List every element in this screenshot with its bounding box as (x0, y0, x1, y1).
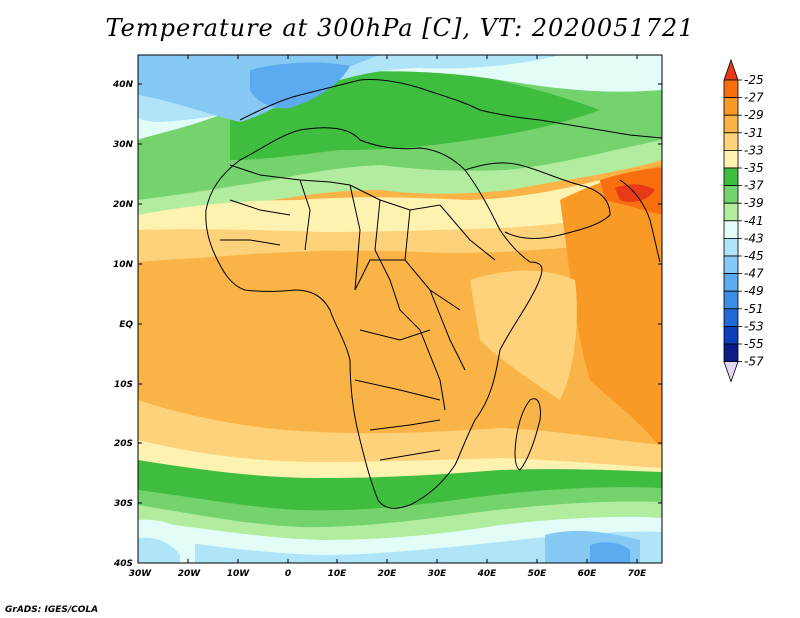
colorbar-swatch (723, 273, 739, 292)
colorbar-swatch (723, 237, 739, 257)
colorbar-label: -27 (744, 91, 764, 105)
lon-axis: 30W 20W 10W 0 10E 20E 30E 40E 50E 60E 70… (129, 55, 647, 579)
colorbar-label: -29 (744, 108, 764, 122)
band-minus-45-south (138, 531, 662, 563)
europe-coastline (239, 79, 662, 139)
lat-tick-30s: 30S (114, 499, 133, 509)
colorbar-label: -53 (744, 319, 764, 333)
band-minus-29-east (560, 165, 662, 450)
lon-tick-10e: 10E (328, 569, 348, 579)
band-minus-43-sw (138, 537, 180, 563)
colorbar-label: -37 (744, 179, 764, 193)
colorbar-swatch (723, 290, 739, 310)
colorbar-swatch (723, 167, 739, 187)
colorbar-label: -41 (744, 214, 764, 228)
colorbar-swatch (723, 114, 739, 134)
band-minus-33-east (470, 270, 577, 400)
lon-tick-20w: 20W (178, 569, 202, 579)
lon-tick-50e: 50E (528, 569, 548, 579)
lon-tick-10w: 10W (227, 569, 251, 579)
colorbar-swatch (723, 220, 739, 239)
band-minus-49-south (590, 542, 630, 563)
lon-tick-30w: 30W (129, 569, 153, 579)
credit-label: GrADS: IGES/COLA (5, 605, 99, 615)
colorbar-label: -49 (744, 284, 764, 298)
lat-tick-30n: 30N (113, 140, 134, 150)
colorbar-label: -47 (744, 267, 764, 281)
map-title: Temperature at 300hPa [C], VT: 202005172… (105, 14, 695, 42)
colorbar-swatch (723, 255, 739, 275)
colorbar-label: -35 (744, 161, 764, 175)
india-coastline (619, 179, 661, 263)
colorbar-label: -51 (744, 302, 764, 316)
africa-coastline (205, 127, 543, 509)
borders (220, 164, 496, 461)
lat-tick-10n: 10N (113, 260, 134, 270)
colorbar-swatch (723, 149, 739, 169)
lat-tick-marks (138, 83, 662, 504)
lon-tick-70e: 70E (628, 569, 648, 579)
colorbar-swatch (723, 202, 739, 222)
band-minus-49 (250, 62, 350, 109)
colorbar-label: -39 (744, 196, 764, 210)
lon-tick-20e: 20E (378, 569, 398, 579)
colorbar-label: -45 (744, 249, 764, 263)
colorbar-swatch (723, 325, 739, 345)
colorbar-swatch (723, 132, 739, 151)
coastlines (205, 79, 662, 509)
lat-tick-40s: 40S (113, 559, 133, 569)
lon-tick-0: 0 (285, 569, 291, 579)
lon-tick-30e: 30E (428, 569, 448, 579)
colorbar-swatch (723, 97, 739, 116)
colorbar-label: -57 (744, 355, 764, 369)
colorbar-top-arrow (723, 58, 739, 81)
colorbar-swatch (723, 343, 739, 363)
colorbar-bottom-arrow (723, 361, 739, 383)
colorbar-label: -55 (744, 337, 764, 351)
colorbar-swatch (723, 79, 739, 99)
lat-tick-40n: 40N (112, 80, 134, 90)
colorbar-label: -31 (744, 126, 764, 140)
lat-tick-eq: EQ (119, 320, 133, 330)
lat-tick-20n: 20N (113, 200, 134, 210)
madagascar-coastline (514, 398, 541, 471)
colorbar-label: -43 (744, 231, 764, 245)
lat-tick-10s: 10S (114, 380, 133, 390)
colorbar-swatch (723, 308, 739, 327)
lon-tick-40e: 40E (477, 569, 498, 579)
arabia-coastline (464, 162, 611, 239)
lon-tick-marks (187, 55, 638, 563)
colorbar-label: -33 (744, 143, 764, 157)
lat-tick-20s: 20S (114, 439, 133, 449)
plot-frame (137, 54, 663, 564)
colorbar-swatch (723, 185, 739, 204)
colorbar-label: -25 (744, 73, 764, 87)
lon-tick-60e: 60E (578, 569, 598, 579)
colorbar: -25 -27 -29 -31 -33 -35 -37 -39 -41 -43 -45 -47 -49 -… (723, 58, 764, 383)
lat-axis: 40N 30N 20N 10N EQ 10S 20S 30S 40S (112, 80, 662, 569)
